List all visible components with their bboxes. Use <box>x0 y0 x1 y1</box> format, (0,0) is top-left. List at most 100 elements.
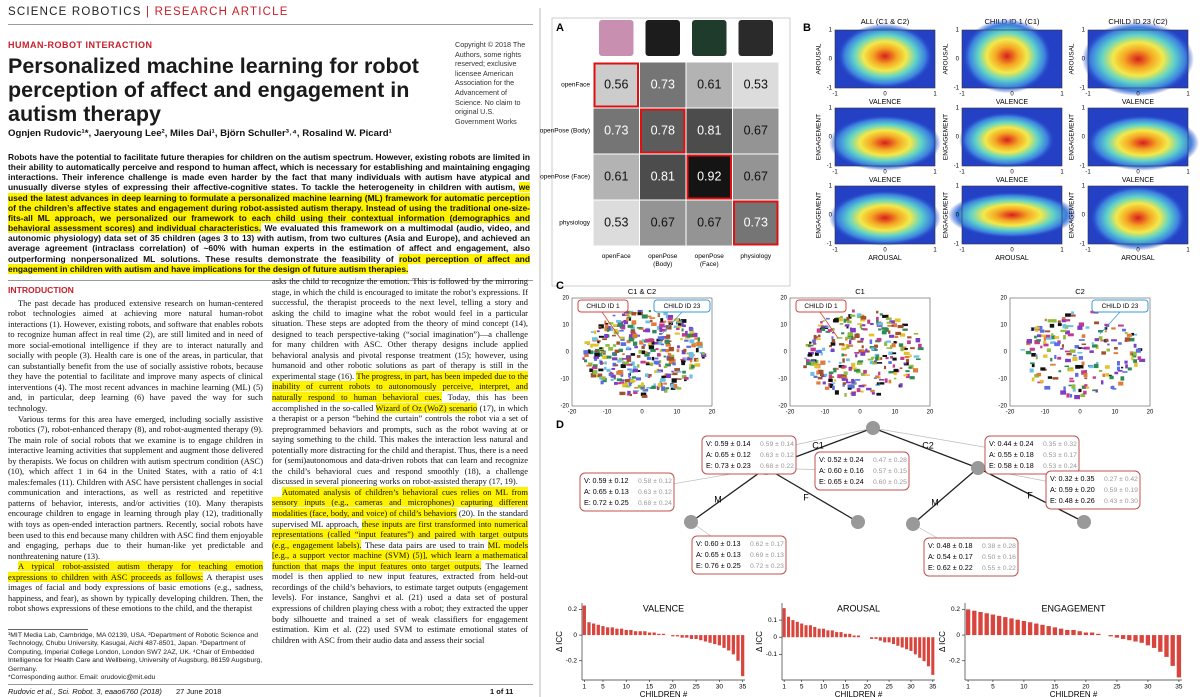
scatter-dot <box>1083 346 1090 350</box>
cell-value: 0.81 <box>651 169 675 183</box>
y-axis-label: AROUSAL <box>943 43 950 74</box>
x-tick-label: 1 <box>1060 248 1064 254</box>
scatter-dot <box>900 356 905 360</box>
scatter-dot <box>871 392 875 395</box>
scatter-dot <box>893 377 897 380</box>
scatter-dot <box>872 361 877 365</box>
scatter-dot <box>1020 349 1025 351</box>
tree-node <box>851 515 865 529</box>
scatter-dot <box>599 360 603 365</box>
y-tick-label: 0 <box>573 632 577 639</box>
bar <box>905 637 909 650</box>
scatter-dot <box>1044 318 1048 322</box>
scatter-dot <box>842 383 845 387</box>
y-tick-label: 0 <box>1082 57 1086 63</box>
scatter-dot <box>686 333 692 338</box>
scatter-dot <box>870 322 874 326</box>
scatter-dot <box>906 359 910 363</box>
scatter-dot <box>848 368 852 371</box>
bar <box>972 610 977 636</box>
cell-value: 0.73 <box>651 77 675 91</box>
y-tick-label: -1 <box>827 242 833 248</box>
scatter-dot <box>1068 384 1072 387</box>
highlighted-text: The progress, in part, has been impeded … <box>272 370 528 403</box>
bar <box>1158 635 1163 652</box>
scatter-dot <box>839 323 844 325</box>
scatter-dot <box>591 366 598 370</box>
scatter-dot <box>1030 362 1035 365</box>
scatter-dot <box>1050 363 1056 366</box>
text: asks the child to recognize the emotion.… <box>272 276 528 381</box>
scatter-dot <box>903 351 910 356</box>
scatter-dot <box>656 388 660 391</box>
scatter-dot <box>1064 319 1071 322</box>
x-tick-label: -20 <box>568 410 577 416</box>
scatter-dot <box>888 330 891 334</box>
y-tick-label: 0 <box>1082 135 1086 141</box>
x-tick-label: 1 <box>933 248 937 254</box>
scatter-dot <box>645 363 650 366</box>
scatter-dot <box>645 361 650 364</box>
stat-main: E: 0.65 ± 0.24 <box>819 477 864 486</box>
scatter-dot <box>856 361 863 365</box>
bar <box>1108 635 1113 637</box>
scatter-dot <box>631 329 635 333</box>
scatter-dot <box>834 390 839 395</box>
bar <box>1151 635 1157 648</box>
y-tick-label: -1 <box>827 164 833 170</box>
scatter-dot <box>1037 325 1043 330</box>
stats-box <box>701 435 797 475</box>
rule <box>8 24 533 25</box>
x-axis-label: AROUSAL <box>1121 255 1155 262</box>
bar <box>795 621 799 638</box>
scatter-dot <box>886 347 891 349</box>
scatter-dot <box>917 347 924 351</box>
scatter-dot <box>851 362 856 368</box>
scatter-dot <box>874 360 877 363</box>
scatter-dot <box>602 377 607 383</box>
scatter-dot <box>813 334 817 339</box>
scatter-dot <box>817 349 822 354</box>
stats-box <box>579 472 675 512</box>
bar <box>1003 617 1008 636</box>
child-label: CHILD ID 23 <box>1102 303 1139 310</box>
y-tick-label: 1 <box>829 106 833 112</box>
scatter-dot <box>612 314 616 317</box>
scatter-dot <box>641 345 645 350</box>
scatter-dot <box>591 337 598 341</box>
scatter-dot <box>890 356 893 359</box>
pointer <box>1099 311 1121 335</box>
scatter-dot <box>1058 370 1062 373</box>
x-tick-label: -10 <box>821 410 830 416</box>
scatter-dot <box>630 353 636 356</box>
scatter-dot <box>851 378 855 384</box>
matrix-cell <box>685 153 733 201</box>
scatter-dot <box>685 330 688 336</box>
scatter-dot <box>824 326 830 328</box>
scatter-dot <box>854 333 860 339</box>
scatter-dot <box>654 341 659 345</box>
stat-main: E: 0.58 ± 0.18 <box>989 461 1034 470</box>
x-tick-label: 5 <box>601 684 605 691</box>
scatter-dot <box>1057 320 1061 324</box>
journal-header: SCIENCE ROBOTICS | RESEARCH ARTICLE <box>8 6 289 18</box>
scatter-dot <box>614 364 619 367</box>
scatter-dot <box>607 328 613 331</box>
scatter-dot <box>584 352 589 358</box>
x-tick-label: 0 <box>1010 248 1014 254</box>
scatter-dot <box>658 364 661 367</box>
bar <box>896 637 900 646</box>
scatter-dot <box>1107 343 1110 346</box>
scatter-dot <box>612 357 618 361</box>
y-tick-label: 0.1 <box>768 617 777 624</box>
stat-baseline: 0.62 ± 0.17 <box>750 541 784 548</box>
scatter-dot <box>1071 384 1076 389</box>
scatter-dot <box>829 376 835 378</box>
cell-value: 0.73 <box>744 215 768 229</box>
scatter-dot <box>815 350 819 353</box>
scatter-dot <box>1133 343 1137 348</box>
scatter-dot <box>667 321 674 323</box>
scatter-dot <box>883 365 887 370</box>
scatter-dot <box>1067 333 1074 337</box>
